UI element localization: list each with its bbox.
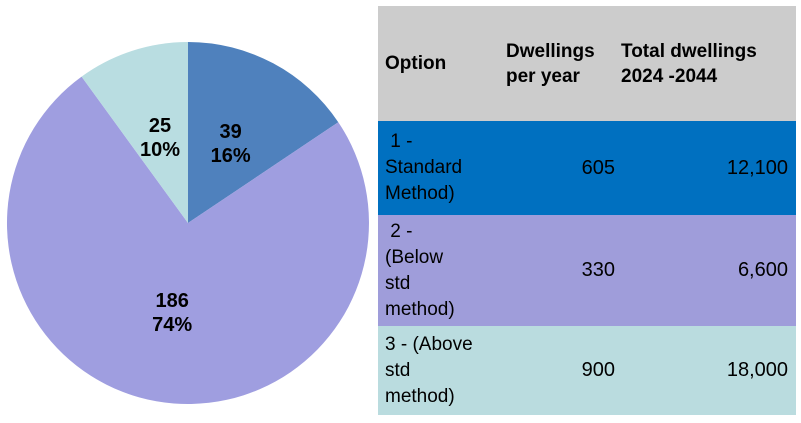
table-row-option-1: 1 - Standard Method) 605 12,100 bbox=[378, 121, 796, 215]
options-table: Option Dwellings per year Total dwelling… bbox=[378, 6, 796, 415]
pie-slice-3 bbox=[81, 42, 188, 223]
pie-chart-area: 39 16% 186 74% 25 10% bbox=[0, 0, 378, 423]
header-option: Option bbox=[385, 53, 447, 74]
option-3-label: 3 - (Above std method) bbox=[385, 333, 473, 407]
option-2-total-dwellings: 6,600 bbox=[737, 259, 788, 281]
option-1-dwellings-per-year: 605 bbox=[581, 156, 615, 179]
option-2-label: 2 - (Below std method) bbox=[385, 220, 455, 320]
pie-label-3: 25 10% bbox=[140, 115, 180, 161]
option-1-total-dwellings: 12,100 bbox=[726, 156, 788, 179]
pie-label-2: 186 74% bbox=[152, 290, 192, 336]
option-1-label: 1 - Standard Method) bbox=[385, 131, 463, 204]
header-total-dwellings: Total dwellings 2024 -2044 bbox=[621, 40, 757, 87]
header-dwellings-per-year: Dwellings per year bbox=[506, 40, 595, 87]
option-3-dwellings-per-year: 900 bbox=[581, 359, 615, 381]
option-3-total-dwellings: 18,000 bbox=[726, 359, 788, 381]
option-2-dwellings-per-year: 330 bbox=[581, 259, 615, 281]
pie-label-1: 39 16% bbox=[211, 121, 251, 167]
pie-slice-1 bbox=[188, 42, 339, 223]
pie-chart: 39 16% 186 74% 25 10% bbox=[6, 42, 369, 405]
table-header-row: Option Dwellings per year Total dwelling… bbox=[378, 6, 796, 121]
pie-slice-2 bbox=[6, 76, 369, 405]
table-row-option-3: 3 - (Above std method) 900 18,000 bbox=[378, 326, 796, 415]
table-row-option-2: 2 - (Below std method) 330 6,600 bbox=[378, 215, 796, 326]
